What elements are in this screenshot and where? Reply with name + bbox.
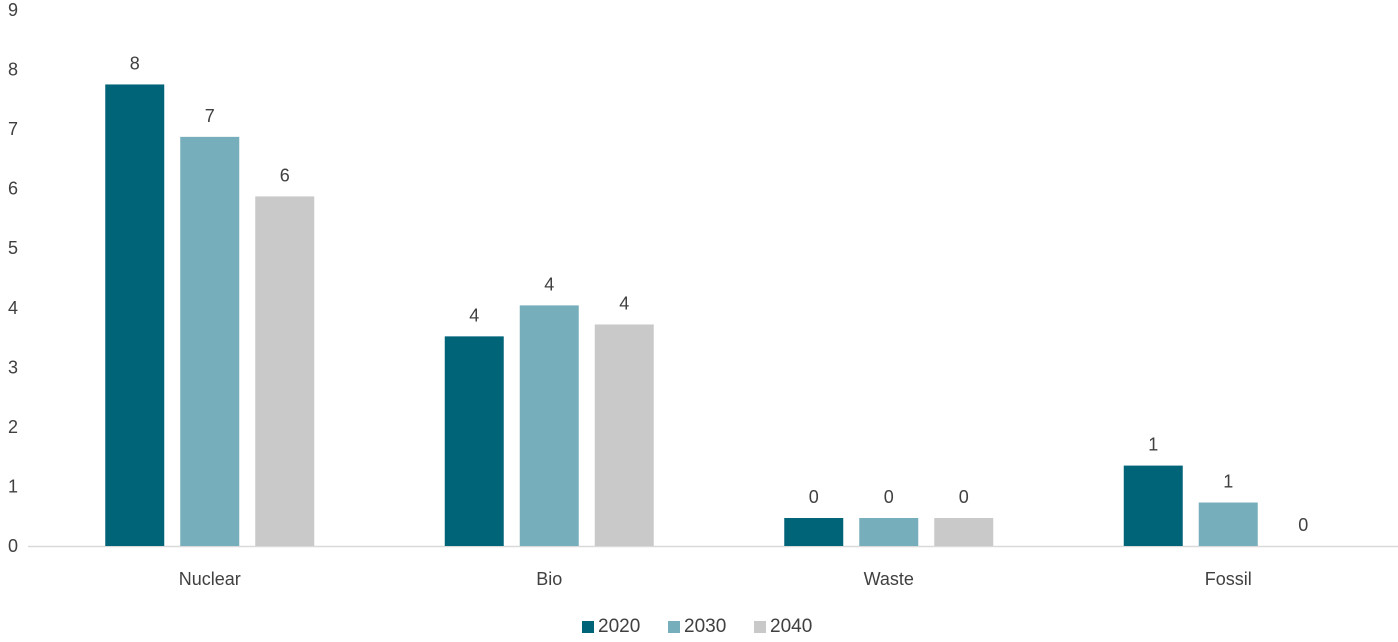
y-tick-label: 0 <box>8 536 18 556</box>
bar-2040-waste <box>934 518 994 546</box>
legend-label: 2030 <box>684 616 726 637</box>
data-label: 0 <box>959 487 969 507</box>
y-tick-label: 8 <box>8 60 18 80</box>
y-tick-label: 4 <box>8 298 18 318</box>
y-tick-label: 7 <box>8 119 18 139</box>
y-tick-label: 3 <box>8 357 18 377</box>
data-label: 4 <box>469 305 479 325</box>
bar-2030-nuclear <box>180 136 240 546</box>
data-label: 1 <box>1148 435 1158 455</box>
bar-2040-bio <box>594 324 654 546</box>
bar-2030-fossil <box>1198 502 1258 546</box>
category-labels-group: Nuclear Bio Waste Fossil <box>179 569 1252 589</box>
data-label: 7 <box>205 106 215 126</box>
category-label: Bio <box>536 569 562 589</box>
data-label: 0 <box>809 487 819 507</box>
y-tick-label: 5 <box>8 238 18 258</box>
legend-swatch-2030 <box>668 621 680 633</box>
data-label: 1 <box>1223 472 1233 492</box>
y-tick-label: 9 <box>8 0 18 20</box>
bar-2020-bio <box>444 336 504 546</box>
data-label: 4 <box>619 293 629 313</box>
legend: 2020 2030 2040 <box>582 616 812 637</box>
y-tick-label: 1 <box>8 476 18 496</box>
data-label: 4 <box>544 274 554 294</box>
bars-group <box>105 84 1258 547</box>
data-label: 0 <box>884 487 894 507</box>
bar-2030-waste <box>859 518 919 546</box>
bar-2020-fossil <box>1123 465 1183 546</box>
data-label: 6 <box>280 165 290 185</box>
bar-2040-nuclear <box>255 196 315 547</box>
bar-2020-nuclear <box>105 84 165 546</box>
category-label: Nuclear <box>179 569 241 589</box>
legend-swatch-2040 <box>754 621 766 633</box>
y-tick-label: 2 <box>8 417 18 437</box>
legend-label: 2040 <box>770 616 812 637</box>
category-label: Waste <box>864 569 914 589</box>
y-tick-label: 6 <box>8 179 18 199</box>
bar-2030-bio <box>519 305 579 546</box>
data-label: 0 <box>1298 515 1308 535</box>
category-label: Fossil <box>1205 569 1252 589</box>
bar-2020-waste <box>784 518 844 546</box>
legend-swatch-2020 <box>582 621 594 633</box>
legend-label: 2020 <box>598 616 640 637</box>
y-axis-ticks: 0 1 2 3 4 5 6 7 8 9 <box>8 0 18 556</box>
data-label: 8 <box>130 53 140 73</box>
data-labels-group: 8 7 6 4 4 4 0 0 0 1 1 0 <box>130 53 1309 535</box>
